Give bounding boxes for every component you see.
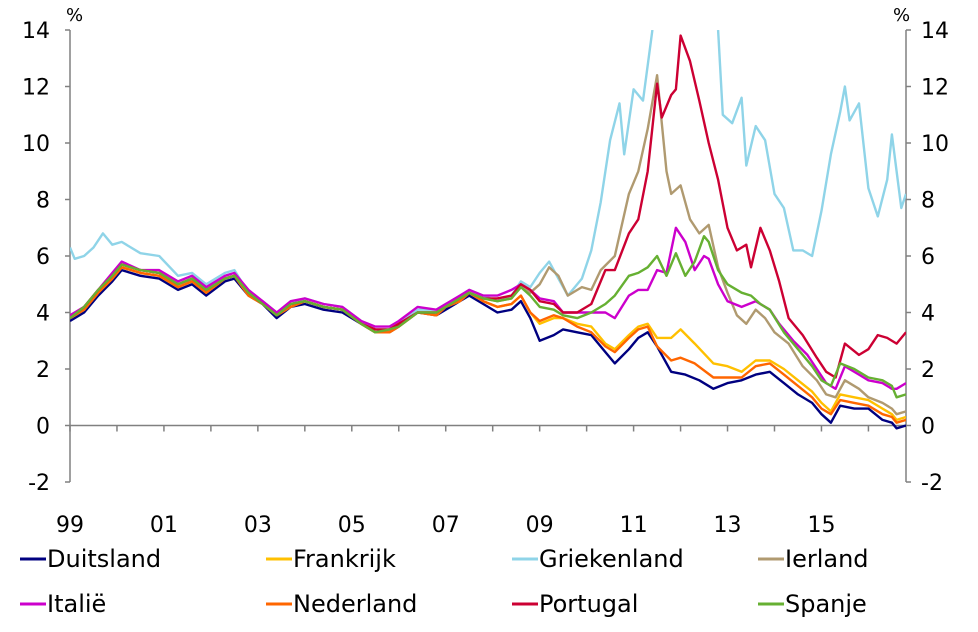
y-tick-label-right: 14 [921, 19, 949, 44]
legend-label: Ierland [785, 545, 869, 573]
x-tick-label: 15 [807, 513, 835, 538]
legend-label: Spanje [785, 590, 867, 618]
legend-label: Griekenland [539, 545, 684, 573]
y-tick-label-left: 12 [22, 76, 50, 101]
x-tick-label: 01 [150, 513, 178, 538]
y-tick-label-left: 4 [36, 302, 50, 327]
x-tick-label: 99 [56, 513, 84, 538]
y-tick-label-left: 2 [36, 358, 50, 383]
y-tick-label-left: -2 [28, 471, 50, 496]
y-tick-label-right: 2 [921, 358, 935, 383]
series-line-griekenland [716, 30, 906, 258]
x-tick-label: 13 [714, 513, 742, 538]
legend: Duitsland Frankrijk Griekenland Ierland Ital… [20, 545, 869, 618]
series-line-itali [70, 226, 906, 390]
axes: -2 -2 0 0 2 2 4 4 6 6 8 8 10 10 12 12 14 14 99 01 03 05 07 09 11… [22, 19, 949, 538]
y-tick-label-left: 0 [36, 415, 50, 440]
left-unit-label: % [66, 5, 83, 26]
series-line-duitsland [70, 268, 906, 430]
x-tick-label: 07 [432, 513, 460, 538]
legend-label: Nederland [293, 590, 417, 618]
right-unit-label: % [893, 5, 910, 26]
y-tick-label-left: 14 [22, 19, 50, 44]
series-line-spanje [70, 235, 906, 399]
x-tick-label: 05 [338, 513, 366, 538]
y-tick-label-right: 10 [921, 132, 949, 157]
x-tick-label: 11 [620, 513, 648, 538]
y-tick-label-left: 6 [36, 245, 50, 270]
series-line-griekenland [70, 30, 654, 331]
y-tick-label-right: 0 [921, 415, 935, 440]
legend-label: Duitsland [47, 545, 161, 573]
y-tick-label-right: 8 [921, 189, 935, 214]
series-line-ierland [70, 74, 906, 416]
y-tick-label-left: 10 [22, 132, 50, 157]
legend-label: Portugal [539, 590, 638, 618]
series-layer [70, 30, 906, 430]
y-tick-label-right: -2 [921, 471, 943, 496]
y-tick-label-right: 12 [921, 76, 949, 101]
y-tick-label-right: 6 [921, 245, 935, 270]
y-tick-label-right: 4 [921, 302, 935, 327]
x-tick-label: 03 [244, 513, 272, 538]
x-tick-label: 09 [526, 513, 554, 538]
legend-label: Frankrijk [293, 545, 396, 573]
legend-label: Italië [47, 590, 106, 618]
y-tick-label-left: 8 [36, 189, 50, 214]
